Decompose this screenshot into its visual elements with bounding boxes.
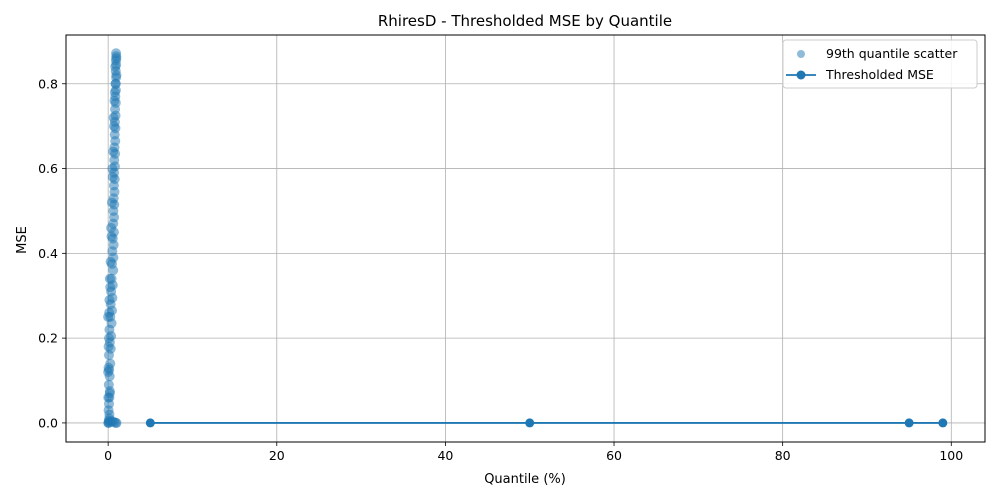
grid: [66, 35, 985, 442]
scatter-point: [106, 231, 117, 242]
scatter-point: [107, 163, 118, 174]
scatter-point: [108, 146, 119, 157]
scatter-point: [103, 333, 114, 344]
scatter-point: [108, 112, 119, 123]
x-tick-label: 40: [437, 448, 453, 463]
x-tick-label: 60: [606, 448, 622, 463]
legend-line-marker: [796, 70, 806, 80]
scatter-point: [106, 222, 117, 233]
y-tick-label: 0.6: [38, 161, 58, 176]
line-series: [145, 418, 948, 428]
y-axis-ticks: 0.0 0.2 0.4 0.6 0.8: [38, 76, 66, 430]
plot-frame: [65, 34, 986, 443]
scatter-point: [110, 78, 121, 89]
scatter-point: [105, 256, 116, 267]
scatter-point: [103, 341, 114, 352]
scatter-point: [109, 121, 120, 132]
scatter-point: [105, 416, 116, 427]
scatter-point: [103, 392, 114, 403]
scatter-point: [106, 197, 117, 208]
scatter-point: [109, 87, 120, 98]
x-axis-title: Quantile (%): [484, 472, 566, 487]
scatter-point: [104, 307, 115, 318]
y-tick-label: 0.4: [38, 246, 58, 261]
scatter-point: [104, 273, 115, 284]
y-tick-label: 0.8: [38, 76, 58, 91]
x-tick-label: 20: [269, 448, 285, 463]
scatter-point: [111, 53, 122, 64]
x-axis-ticks: 0 20 40 60 80 100: [104, 442, 963, 463]
y-tick-label: 0.2: [38, 331, 58, 346]
scatter-point: [107, 172, 118, 183]
scatter-point: [104, 294, 115, 305]
scatter-series: [103, 48, 122, 428]
legend-scatter-label: 99th quantile scatter: [826, 46, 958, 61]
scatter-point: [105, 282, 116, 293]
scatter-point: [109, 95, 120, 106]
scatter-point: [110, 61, 121, 72]
legend-scatter-marker: [797, 50, 805, 58]
x-tick-label: 100: [939, 448, 963, 463]
x-tick-label: 0: [104, 448, 112, 463]
thresholded-mse-point: [525, 418, 535, 428]
y-axis-title: MSE: [15, 226, 30, 254]
chart-title: RhiresD - Thresholded MSE by Quantile: [378, 12, 672, 30]
thresholded-mse-point: [938, 418, 948, 428]
scatter-point: [111, 70, 122, 81]
legend-line-label: Thresholded MSE: [825, 67, 934, 82]
legend: 99th quantile scatter Thresholded MSE: [782, 39, 978, 89]
scatter-point: [103, 367, 114, 378]
y-tick-label: 0.0: [38, 415, 58, 430]
thresholded-mse-point: [904, 418, 914, 428]
legend-box: [782, 39, 978, 89]
x-tick-label: 80: [775, 448, 791, 463]
scatter-point: [103, 379, 114, 390]
thresholded-mse-point: [145, 418, 155, 428]
